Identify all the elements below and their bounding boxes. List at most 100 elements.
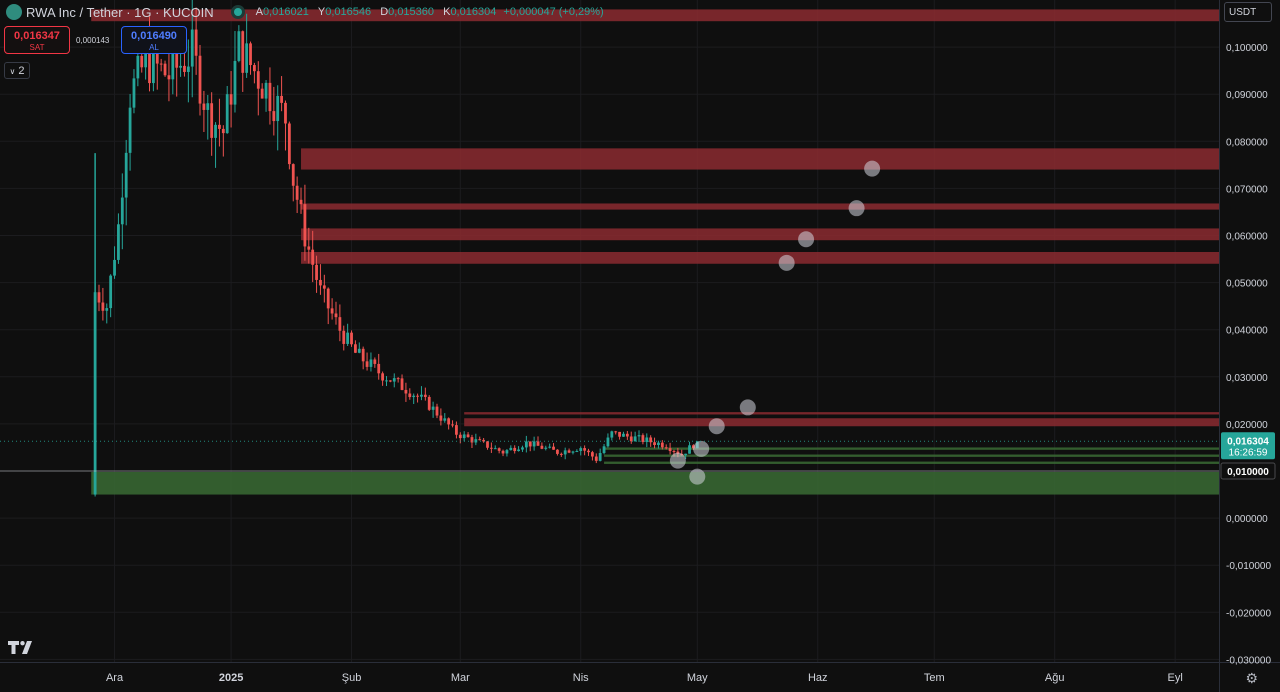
- rwa-coin-icon: [6, 4, 22, 20]
- zone-box: [301, 251, 1219, 264]
- candle: [540, 442, 544, 450]
- candle-body: [396, 378, 400, 380]
- candle-body: [229, 94, 233, 105]
- candle-body: [649, 437, 653, 443]
- candle: [291, 163, 295, 202]
- candle-body: [509, 447, 513, 451]
- candle-body: [140, 55, 144, 68]
- candle: [373, 357, 377, 368]
- annotation-dot: [848, 200, 865, 217]
- candle-body: [575, 450, 579, 452]
- candle-body: [256, 71, 260, 89]
- candle: [218, 98, 221, 147]
- candle: [276, 85, 280, 151]
- x-tick-label: 2025: [219, 672, 243, 684]
- candle-body: [194, 29, 198, 56]
- annotation-dot: [693, 440, 710, 457]
- candle-body: [629, 436, 633, 442]
- candle-body: [431, 406, 435, 410]
- candle-body: [583, 448, 587, 451]
- candle-body: [179, 65, 182, 68]
- open-label: A: [255, 6, 263, 18]
- candle-body: [466, 434, 470, 438]
- annotation-dot: [798, 231, 815, 248]
- candle: [505, 448, 509, 457]
- candle: [330, 298, 334, 320]
- candle: [221, 125, 225, 157]
- y-tick-label: 0,100000: [1226, 43, 1268, 54]
- candle: [544, 445, 548, 451]
- buy-button[interactable]: 0,016490 AL: [121, 26, 187, 54]
- candle-body: [501, 450, 505, 454]
- tradingview-logo-icon[interactable]: [8, 639, 36, 655]
- candle: [342, 325, 346, 351]
- y-tick-label: 0,000000: [1226, 514, 1268, 525]
- sell-button[interactable]: 0,016347 SAT: [4, 26, 70, 54]
- candle-body: [206, 103, 210, 110]
- crosshair-price-badge: [1220, 462, 1276, 480]
- candle: [602, 443, 606, 455]
- candle-body: [136, 55, 140, 79]
- symbol-title[interactable]: RWA Inc / Tether · 1G · KUCOIN: [26, 4, 214, 20]
- candle-body: [552, 446, 555, 450]
- x-tick-label: Eyl: [1168, 672, 1183, 684]
- candle-body: [497, 448, 501, 451]
- candle: [225, 85, 229, 134]
- candle-body: [416, 395, 419, 397]
- candle: [587, 448, 590, 456]
- candle-body: [653, 442, 656, 445]
- candle-body: [482, 439, 486, 442]
- candle: [322, 274, 326, 303]
- open-value: 0,016021: [262, 6, 309, 18]
- y-tick-label: 0,030000: [1226, 373, 1268, 384]
- candle: [427, 395, 431, 411]
- candle-body: [159, 63, 163, 65]
- currency-selector[interactable]: USDT: [1224, 2, 1272, 22]
- candle-body: [532, 441, 536, 447]
- candle-body: [120, 197, 124, 225]
- candle: [179, 50, 182, 77]
- price-axis-panel: [1219, 0, 1280, 692]
- candle: [579, 446, 583, 456]
- candle: [233, 31, 237, 113]
- indicators-toggle[interactable]: ∨ 2: [4, 62, 30, 79]
- candle: [303, 184, 307, 261]
- candle: [315, 255, 318, 293]
- y-tick-label: 0,070000: [1226, 184, 1268, 195]
- candle-body: [493, 448, 497, 450]
- candle: [124, 139, 128, 226]
- candle: [346, 323, 350, 347]
- candle-body: [369, 359, 373, 367]
- candle-body: [455, 425, 458, 435]
- candle-body: [148, 48, 151, 84]
- candle: [443, 413, 447, 423]
- candle-body: [458, 434, 462, 439]
- candle-body: [521, 447, 524, 450]
- candle-body: [622, 433, 625, 437]
- candle-body: [517, 449, 520, 452]
- candle: [552, 443, 555, 450]
- candle: [357, 342, 361, 354]
- candle-body: [486, 441, 489, 448]
- candle: [571, 450, 575, 455]
- candle: [482, 437, 486, 443]
- candle: [559, 452, 563, 457]
- candle-body: [563, 450, 567, 455]
- candle-body: [307, 246, 311, 250]
- candle: [668, 442, 672, 455]
- market-open-icon: [233, 8, 242, 16]
- zone-box: [91, 471, 1220, 495]
- settings-gear-icon[interactable]: ⚙: [1245, 670, 1258, 686]
- candle-body: [167, 75, 171, 80]
- candle-body: [598, 453, 602, 461]
- candle: [509, 445, 513, 451]
- candle: [280, 76, 283, 112]
- candle: [563, 447, 567, 460]
- candle: [206, 94, 210, 140]
- y-tick-label: 0,060000: [1226, 232, 1268, 243]
- x-tick-label: Haz: [808, 672, 828, 684]
- candle: [326, 287, 330, 325]
- candle-body: [113, 259, 116, 276]
- candle: [113, 246, 116, 279]
